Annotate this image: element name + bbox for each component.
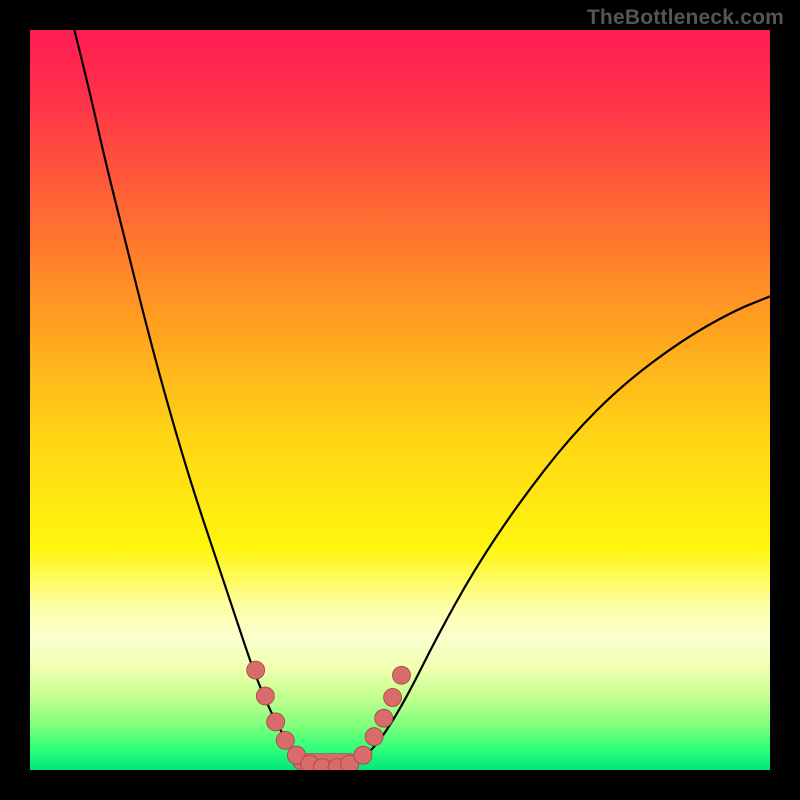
- marker-dot: [375, 709, 393, 727]
- marker-dot: [365, 728, 383, 746]
- plot-area: [30, 30, 770, 770]
- marker-dot: [392, 666, 410, 684]
- marker-dot: [247, 661, 265, 679]
- watermark-text: TheBottleneck.com: [587, 6, 784, 30]
- marker-dot: [256, 687, 274, 705]
- marker-dot: [267, 713, 285, 731]
- chart-canvas: TheBottleneck.com: [0, 0, 800, 800]
- gradient-background: [30, 30, 770, 770]
- marker-dot: [354, 746, 372, 764]
- plot-svg: [30, 30, 770, 770]
- marker-dot: [384, 688, 402, 706]
- marker-dot: [276, 731, 294, 749]
